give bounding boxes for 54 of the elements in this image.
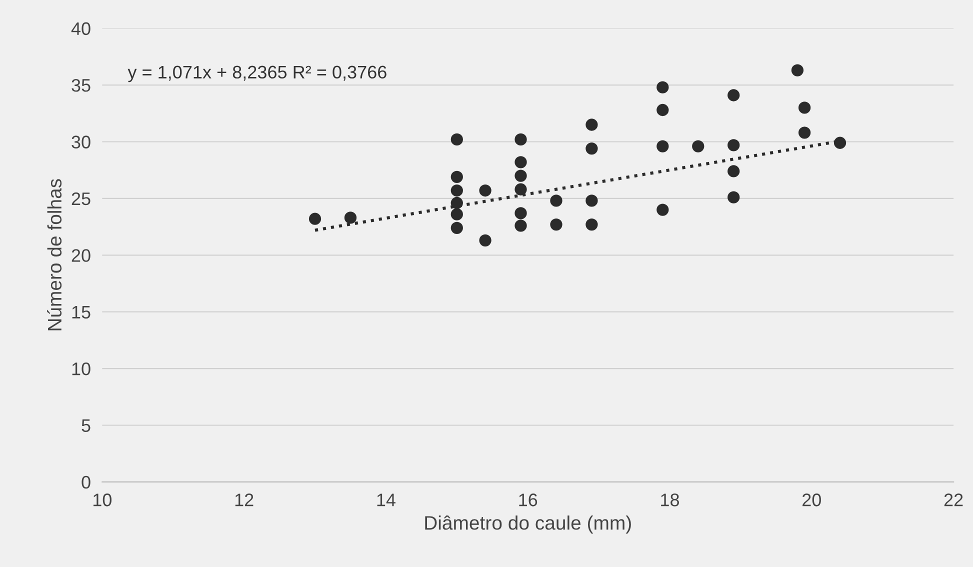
y-tick-label: 25 — [72, 192, 90, 206]
point — [514, 133, 527, 146]
point — [450, 184, 463, 197]
annotation: y = 1,071x + 8,2365 R² = 0,3766 — [128, 66, 386, 82]
point — [450, 133, 463, 146]
y-tick-label: 35 — [72, 78, 90, 92]
point — [450, 196, 463, 210]
x-tick-label: 10 — [94, 494, 112, 506]
y-tick-label: 10 — [72, 362, 90, 376]
point — [479, 184, 492, 197]
x-tick-label: 12 — [235, 494, 254, 506]
point — [791, 64, 804, 76]
x-tick-label: 14 — [377, 494, 396, 506]
point — [514, 207, 527, 220]
point — [586, 218, 598, 231]
y-tick-label: 40 — [71, 22, 90, 36]
point — [479, 234, 492, 246]
x-tick-label: 16 — [519, 494, 538, 506]
x-axis-title: Diâmetro do caule (mm) — [425, 515, 631, 534]
point — [728, 191, 740, 204]
point — [550, 194, 562, 207]
x-tick-label: 18 — [661, 494, 680, 506]
point — [450, 222, 463, 234]
y-tick-label: 5 — [82, 419, 90, 432]
point — [798, 102, 811, 114]
point — [514, 183, 527, 196]
point — [344, 212, 357, 224]
y-tick-label: 0 — [82, 476, 90, 489]
y-tick-label: 30 — [72, 136, 90, 148]
y-tick-label: 20 — [72, 249, 90, 262]
point — [728, 139, 740, 152]
x-tick-label: 22 — [944, 494, 963, 506]
point — [586, 142, 598, 155]
point — [692, 140, 704, 152]
point — [656, 140, 669, 152]
point — [656, 104, 669, 116]
point — [514, 156, 527, 168]
point — [450, 208, 463, 220]
point — [586, 194, 598, 207]
point — [308, 212, 322, 225]
point — [514, 170, 527, 182]
point — [834, 136, 846, 149]
y-tick-label: 15 — [72, 306, 90, 319]
point — [728, 165, 740, 178]
point — [550, 218, 562, 231]
point — [586, 118, 598, 131]
x-tick-label: 20 — [802, 494, 821, 506]
point — [450, 170, 463, 183]
point — [798, 126, 811, 139]
point — [656, 81, 669, 94]
point — [656, 204, 669, 216]
y-axis-title: Número de folhas — [47, 179, 62, 330]
point — [728, 89, 740, 102]
point — [514, 220, 527, 232]
